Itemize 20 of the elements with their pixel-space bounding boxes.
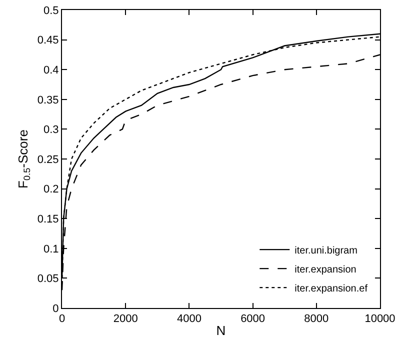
legend-label: iter.expansion.ef <box>294 283 368 294</box>
y-tick-label: 0.15 <box>37 213 59 226</box>
x-axis-title: N <box>216 323 226 338</box>
y-tick-label: 0.2 <box>44 184 59 196</box>
x-tick-label: 8000 <box>304 313 329 326</box>
y-tick-label: 0.25 <box>37 154 59 166</box>
y-tick-label: 0.45 <box>37 34 59 47</box>
x-tick-label: 6000 <box>240 313 266 326</box>
y-tick-label: 0.4 <box>44 64 59 76</box>
y-tick-label: 0.35 <box>37 94 59 106</box>
y-tick-label: 0.05 <box>37 273 59 286</box>
legend-label: iter.expansion <box>294 264 356 276</box>
y-tick-label: 0.1 <box>44 243 59 256</box>
y-tick-label: 0 <box>52 302 59 315</box>
x-tick-label: 10000 <box>364 313 396 326</box>
legend-label: iter.uni.bigram <box>294 245 358 256</box>
y-tick-label: 0.3 <box>44 124 59 136</box>
y-tick-label: 0.5 <box>44 4 59 17</box>
x-tick-label: 2000 <box>113 313 138 326</box>
x-tick-label: 4000 <box>176 313 202 326</box>
